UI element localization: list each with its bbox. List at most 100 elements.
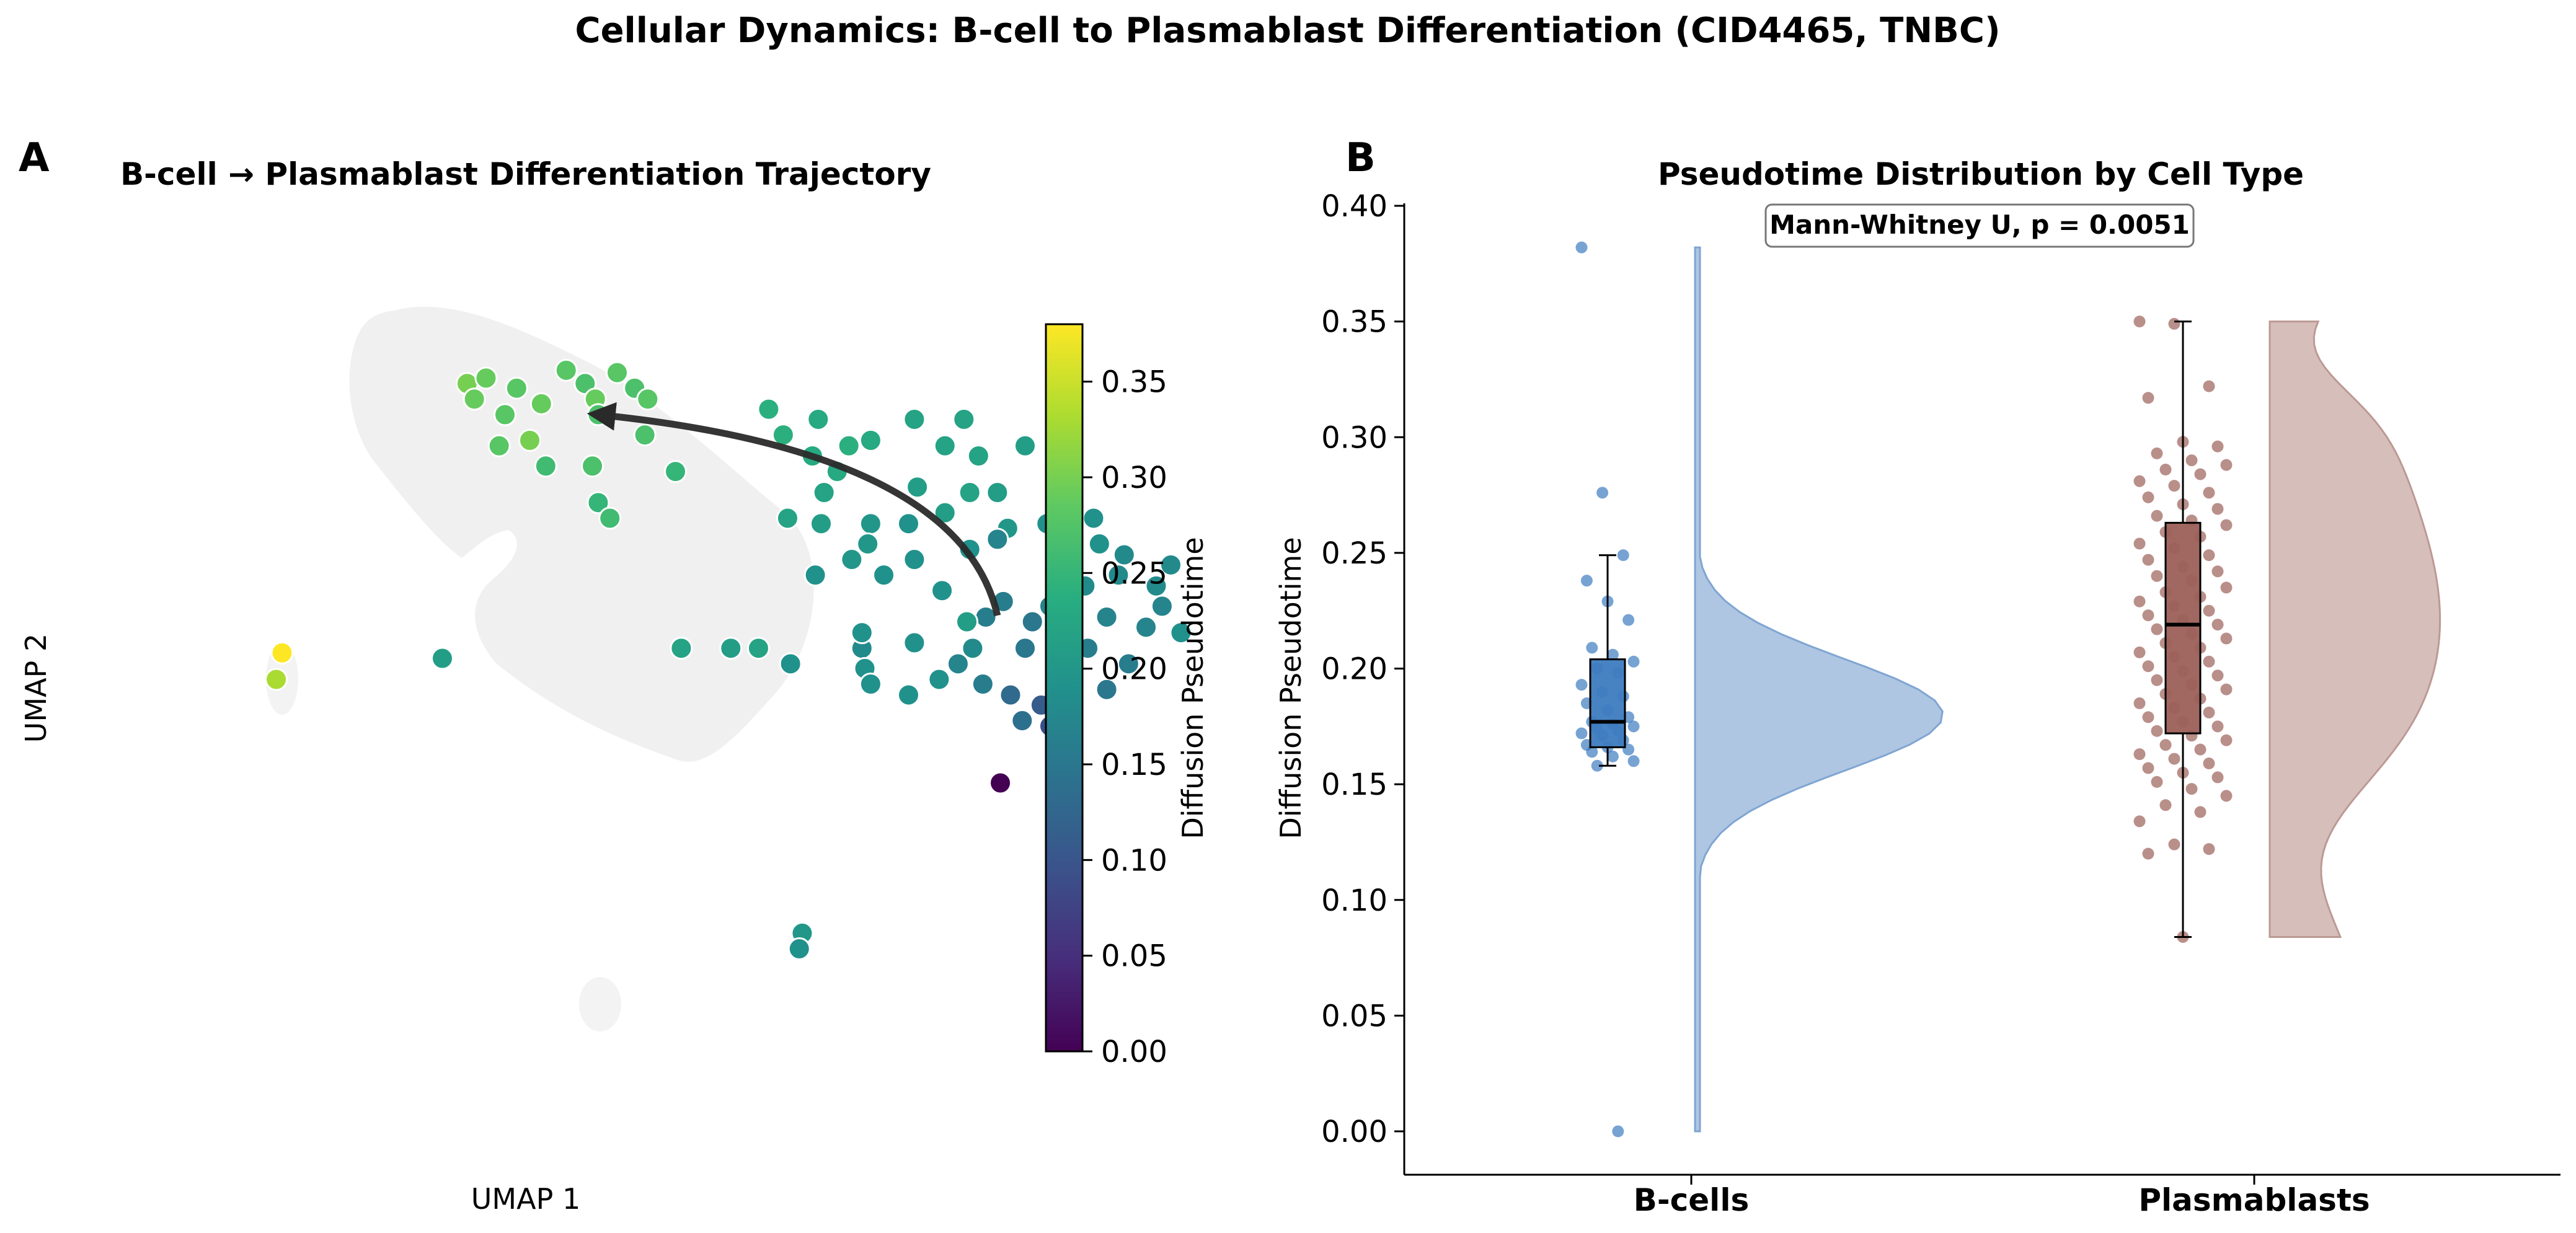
strip-point [2211,771,2224,784]
umap-point [1082,506,1105,530]
umap-point [986,528,1009,551]
umap-point [1011,709,1034,733]
umap-point [906,475,929,499]
strip-point [1617,549,1629,562]
umap-point [1020,610,1044,634]
umap-point [1095,605,1118,629]
strip-point [2211,440,2224,453]
strip-point [2203,843,2215,855]
y-tick-label: 0.40 [1321,189,1388,224]
strip-point [2185,783,2198,795]
colorbar-ticks: 0.00 0.05 0.10 0.15 0.20 0.25 0.30 0.35 [1082,365,1167,1069]
umap-point [431,647,454,670]
umap-point [1135,616,1158,639]
x-tick-label-bcells: B-cells [1634,1182,1749,1218]
y-tick-label: 0.15 [1321,767,1388,802]
colorbar-tick-label: 0.15 [1101,748,1167,782]
strip-point [1612,1125,1624,1138]
y-tick-label: 0.20 [1321,652,1388,687]
strip-point [2151,674,2163,686]
umap-point [529,392,553,415]
strip-point [2133,595,2146,608]
umap-point [518,428,541,452]
umap-point [859,428,882,452]
umap-point [719,637,743,660]
strip-point [2211,619,2224,631]
umap-point [850,621,874,645]
umap-point [474,366,498,390]
strip-point [2133,697,2146,709]
strip-point [2151,725,2163,737]
violin-plasmablasts [2268,320,2441,938]
umap-point [967,444,990,467]
strip-point [1591,759,1603,772]
violins [1694,246,2441,1133]
colorbar-gradient [1045,323,1084,1053]
umap-point [903,548,926,572]
panel-b-title: Pseudotime Distribution by Cell Type [1658,156,2304,192]
strip-point [2159,464,2172,476]
strip-point [2142,554,2154,566]
strip-point [2220,734,2233,746]
umap-point [837,434,861,457]
colorbar-tick-label: 0.05 [1101,939,1167,974]
umap-point [1159,553,1182,577]
x-tick-label-plasmablasts: Plasmablasts [2138,1182,2370,1218]
strip-point [1596,487,1609,499]
strip-point [2151,510,2163,522]
umap-point [903,407,926,431]
strip-point [2194,468,2206,480]
umap-point [927,668,951,691]
colorbar-tick-label: 0.10 [1101,843,1167,878]
strip-point [2168,838,2180,851]
density-blob-bottom [579,977,621,1032]
strip-point [1622,614,1635,626]
umap-point [534,454,557,478]
trajectory-arrow [586,402,1001,617]
umap-point [463,387,486,411]
strip-point [2133,815,2146,828]
strip-point [2220,683,2233,696]
umap-point [505,376,528,400]
umap-point [1014,637,1037,660]
strip-point [2142,847,2154,860]
strip-point [1627,755,1640,767]
panel-a-ylabel: UMAP 2 [19,634,53,743]
umap-point [903,631,926,655]
umap-point [955,610,978,634]
strip-point [2168,480,2180,492]
strip-point [2133,316,2146,328]
strip-point [2203,604,2215,617]
panel-a-label: A [19,135,50,181]
strip-point [2151,623,2163,635]
strip-point [2133,537,2146,550]
strip-point [2133,646,2146,658]
strip-point [2203,655,2215,668]
panel-a-title: B-cell → Plasmablast Differentiation Tra… [120,156,931,192]
umap-point [270,641,294,665]
umap-point [1095,678,1118,701]
strip-point [2151,776,2163,788]
umap-point [1107,563,1130,587]
umap-point [606,361,629,384]
umap-point [952,407,976,431]
colorbar-tick-label: 0.20 [1101,652,1167,687]
umap-point [897,683,920,707]
umap-point [757,397,781,421]
panel-b: B Pseudotime Distribution by Cell Type M… [1274,135,2561,1218]
colorbar-tick-label: 0.00 [1101,1035,1167,1069]
strip-point [2203,706,2215,718]
stats-annotation: Mann-Whitney U, p = 0.0051 [1764,203,2195,248]
strip-point [2142,609,2154,622]
strip-point [2142,392,2154,404]
strip-point [2159,799,2172,811]
strip-point [1586,746,1598,758]
strip-point [2142,711,2154,723]
strip-point [2194,743,2206,756]
panel-a: A B-cell → Plasmablast Differentiation T… [19,135,1210,1216]
strip-point [2168,317,2180,330]
strip-point [2211,720,2224,733]
strip-point [2211,565,2224,578]
umap-point [971,672,994,696]
umap-point [946,652,970,676]
